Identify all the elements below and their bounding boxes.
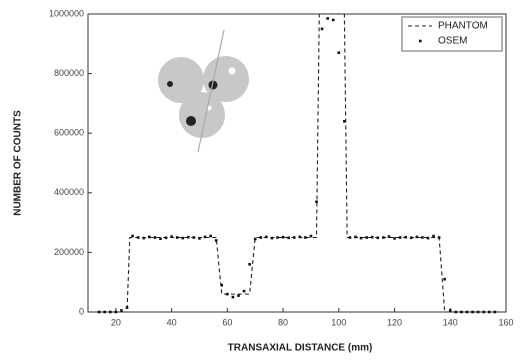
- osem-point: [142, 236, 146, 240]
- x-axis-title: TRANSAXIAL DISTANCE (mm): [228, 343, 373, 354]
- osem-point: [209, 234, 212, 238]
- osem-point: [404, 235, 407, 239]
- osem-point: [276, 236, 279, 239]
- osem-point: [443, 277, 446, 281]
- osem-point: [214, 239, 218, 242]
- osem-point: [454, 310, 458, 314]
- inset-diagram: [158, 29, 249, 153]
- osem-point: [131, 234, 134, 238]
- osem-point: [426, 236, 430, 240]
- osem-point: [331, 18, 335, 22]
- osem-point: [114, 310, 118, 314]
- osem-point: [125, 306, 129, 309]
- osem-point: [415, 235, 419, 239]
- y-tick-label: 1000000: [49, 8, 84, 18]
- osem-point: [226, 292, 229, 296]
- osem-point: [265, 235, 268, 239]
- x-tick-label: 120: [387, 317, 402, 327]
- osem-point: [376, 236, 380, 240]
- osem-point: [259, 236, 263, 239]
- osem-point: [136, 236, 140, 239]
- legend-label: PHANTOM: [438, 21, 488, 32]
- osem-point: [409, 236, 413, 240]
- osem-point: [365, 236, 368, 239]
- x-tick-label: 40: [167, 317, 177, 327]
- x-tick-label: 160: [498, 317, 513, 327]
- osem-point: [192, 236, 196, 239]
- osem-point: [343, 119, 346, 123]
- osem-point: [170, 235, 173, 238]
- y-tick-label: 400000: [54, 187, 84, 197]
- osem-point: [460, 310, 463, 314]
- osem-point: [387, 235, 391, 238]
- osem-point: [220, 283, 224, 287]
- osem-point: [437, 236, 441, 239]
- osem-point: [298, 235, 302, 239]
- osem-point: [181, 236, 185, 240]
- x-tick-label: 140: [443, 317, 458, 327]
- osem-point: [103, 310, 107, 314]
- osem-point: [315, 200, 318, 204]
- y-tick-label: 0: [79, 306, 84, 316]
- legend-box: [401, 16, 503, 52]
- y-axis-title: NUMBER OF COUNTS: [13, 110, 24, 216]
- osem-point: [348, 236, 352, 239]
- osem-point: [370, 235, 374, 239]
- osem-point: [432, 234, 435, 238]
- osem-point: [281, 235, 285, 239]
- osem-point: [398, 236, 402, 239]
- legend-label: OSEM: [438, 36, 467, 47]
- y-tick-label: 200000: [54, 247, 84, 257]
- osem-point: [198, 237, 201, 240]
- osem-point: [476, 310, 480, 314]
- osem-point: [471, 310, 474, 314]
- x-tick-label: 80: [278, 317, 288, 327]
- osem-point: [108, 310, 112, 314]
- osem-point: [493, 310, 497, 314]
- osem-point: [175, 236, 179, 239]
- osem-point: [253, 237, 257, 241]
- osem-point: [237, 294, 240, 297]
- osem-point: [382, 236, 385, 239]
- osem-point: [448, 309, 452, 312]
- osem-point: [203, 235, 207, 239]
- osem-point: [148, 235, 151, 239]
- legend-symbol: [419, 39, 422, 43]
- osem-point: [487, 310, 491, 314]
- y-tick-label: 800000: [54, 68, 84, 78]
- osem-point: [421, 236, 424, 239]
- osem-point: [187, 235, 190, 239]
- osem-point: [304, 236, 307, 239]
- osem-point: [292, 236, 296, 239]
- osem-point: [482, 310, 486, 314]
- osem-point: [164, 236, 168, 240]
- osem-point: [393, 237, 396, 240]
- osem-point: [287, 236, 290, 240]
- osem-point: [159, 237, 162, 240]
- x-tick-label: 20: [111, 317, 121, 327]
- phantom-line: [88, 13, 501, 313]
- osem-point: [309, 234, 313, 238]
- plot-frame: [87, 13, 507, 313]
- x-tick-label: 60: [222, 317, 232, 327]
- osem-point: [320, 27, 324, 31]
- x-tick-label: 100: [331, 317, 346, 327]
- osem-point: [120, 309, 123, 312]
- osem-point: [97, 310, 101, 314]
- osem-point: [359, 236, 363, 240]
- osem-point: [270, 236, 274, 240]
- osem-point: [231, 295, 235, 299]
- osem-point: [242, 289, 246, 293]
- osem-point: [354, 235, 357, 239]
- osem-point: [248, 263, 251, 266]
- osem-point: [153, 236, 157, 239]
- osem-point: [326, 17, 329, 20]
- y-tick-label: 600000: [54, 128, 84, 138]
- osem-point: [465, 310, 469, 314]
- osem-point: [337, 51, 341, 55]
